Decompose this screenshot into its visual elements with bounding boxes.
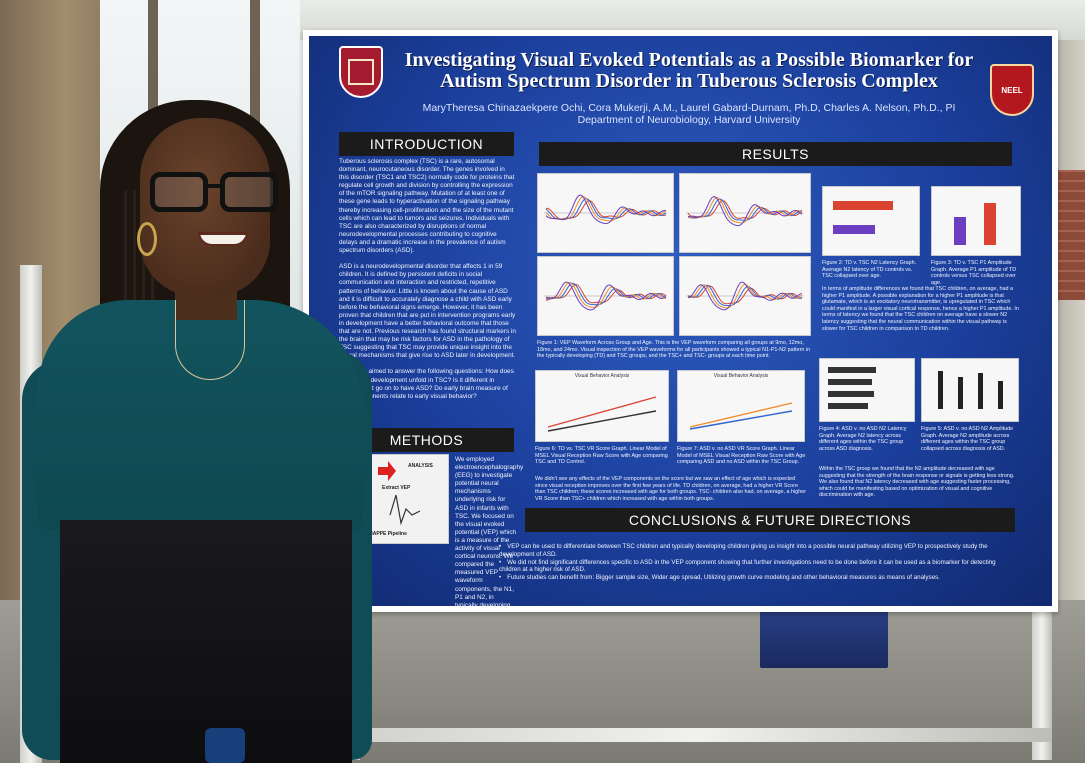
window-mullion	[250, 0, 260, 330]
waveform-line	[545, 282, 667, 306]
methods-tag-analysis: ANALYSIS	[408, 463, 433, 469]
conclusions-header: CONCLUSIONS & FUTURE DIRECTIONS	[525, 508, 1015, 532]
lab-logo-icon: NEEL	[990, 64, 1034, 116]
figure5-caption: Figure 5: ASD v. no ASD N2 Amplitude Gra…	[921, 426, 1014, 452]
arrow-icon	[352, 497, 372, 515]
figure7-caption: Figure 7: ASD v. no ASD VR Score Graph. …	[677, 446, 806, 466]
waveform-line	[545, 194, 667, 225]
figure45-discussion: Within the TSC group we found that the N…	[819, 466, 1015, 499]
waveform-line	[687, 198, 803, 221]
background-window	[100, 0, 320, 330]
vr-chart-title: Visual Behavior Analysis	[574, 373, 630, 379]
bar	[998, 381, 1003, 409]
vr-score-chart-asd: Visual Behavior Analysis	[677, 370, 805, 442]
vep-waveform-panel	[537, 173, 674, 253]
poster-body: NEEL Investigating Visual Evoked Potenti…	[309, 36, 1052, 606]
trend-line-asd	[689, 402, 793, 428]
waveform-line	[545, 281, 667, 311]
blue-bin	[760, 608, 888, 668]
conclusions-list: VEP can be used to differentiate between…	[499, 543, 999, 582]
figure6-caption: Figure 6: TD vs. TSC VR Score Graph. Lin…	[535, 446, 668, 466]
figure4-caption: Figure 4: ASD v. no ASD N2 Latency Graph…	[819, 426, 907, 452]
waveform-mark	[389, 494, 421, 526]
bar	[828, 391, 874, 397]
methods-tag-extract: Extract VEP	[382, 485, 411, 491]
n2-latency-bar-chart	[822, 186, 920, 256]
trend-line-no-asd	[689, 410, 793, 430]
introduction-text: Tuberous sclerosis complex (TSC) is a ra…	[339, 158, 516, 400]
bar	[828, 403, 868, 409]
asd-n2-latency-chart	[819, 358, 915, 422]
vr-score-chart-td-tsc: Visual Behavior Analysis	[535, 370, 669, 442]
waveform-line	[687, 195, 803, 227]
stand-post-left	[20, 265, 42, 763]
introduction-header: INTRODUCTION	[339, 132, 514, 156]
vep-waveform-panel	[679, 173, 811, 253]
methods-header: METHODS	[339, 428, 514, 452]
trend-line-tsc	[547, 410, 657, 432]
figure67-discussion: We didn't see any effects of the VEP com…	[535, 476, 806, 502]
research-poster: NEEL Investigating Visual Evoked Potenti…	[303, 30, 1058, 612]
results-header: RESULTS	[539, 142, 1012, 166]
waveform-line	[545, 281, 667, 308]
methods-diagram: ANALYSIS Extract VEP Run HAPPE Pipeline	[349, 454, 449, 544]
methods-flow-svg	[352, 461, 421, 526]
bar	[958, 377, 963, 409]
bar	[938, 371, 943, 409]
window-mullion	[148, 0, 158, 330]
conclusion-item: Future studies can benefit from: Bigger …	[499, 574, 999, 582]
bar	[828, 379, 872, 385]
bar-td	[954, 217, 966, 245]
harvard-shield-icon	[339, 46, 383, 98]
asd-n2-amplitude-chart	[921, 358, 1019, 422]
figure2-caption: Figure 2: TD v. TSC N2 Latency Graph. Av…	[822, 260, 917, 280]
waveform-line	[545, 197, 667, 220]
methods-text: We employed electroencephalography (EEG)…	[455, 456, 524, 606]
trend-line-td	[547, 396, 657, 428]
waveform-line	[687, 281, 803, 311]
vep-waveform-panel	[537, 256, 674, 336]
bar	[978, 373, 983, 409]
bar	[828, 367, 876, 373]
waveform-line	[546, 200, 667, 220]
waveform-line	[545, 283, 667, 304]
brick-wall	[1058, 170, 1085, 300]
stand-crossbar	[340, 728, 1052, 742]
waveform-line	[687, 197, 803, 224]
bar-tsc	[984, 203, 996, 245]
p1-amplitude-bar-chart	[931, 186, 1021, 256]
poster-authors: MaryTheresa Chinazaekpere Ochi, Cora Muk…	[422, 102, 956, 126]
bar-td	[833, 201, 893, 210]
figure3-caption: Figure 3: TD v. TSC P1 Amplitude Graph. …	[931, 260, 1017, 286]
poster-title: Investigating Visual Evoked Potentials a…	[404, 49, 974, 92]
figure23-discussion: In terms of amplitude differences we fou…	[822, 286, 1019, 332]
vr-chart-title: Visual Behavior Analysis	[713, 373, 769, 379]
conclusion-item: We did not find significant differences …	[499, 559, 999, 575]
arrow-icon	[378, 461, 396, 481]
methods-tag-pipeline: Run HAPPE Pipeline	[358, 531, 407, 537]
waveform-line	[545, 196, 667, 222]
conclusion-item: VEP can be used to differentiate between…	[499, 543, 999, 559]
figure1-caption: Figure 1: VEP Waveform Across Group and …	[537, 340, 811, 360]
bar-tsc	[833, 225, 875, 234]
waveform-line	[687, 284, 803, 307]
vep-waveform-panel	[679, 256, 811, 336]
